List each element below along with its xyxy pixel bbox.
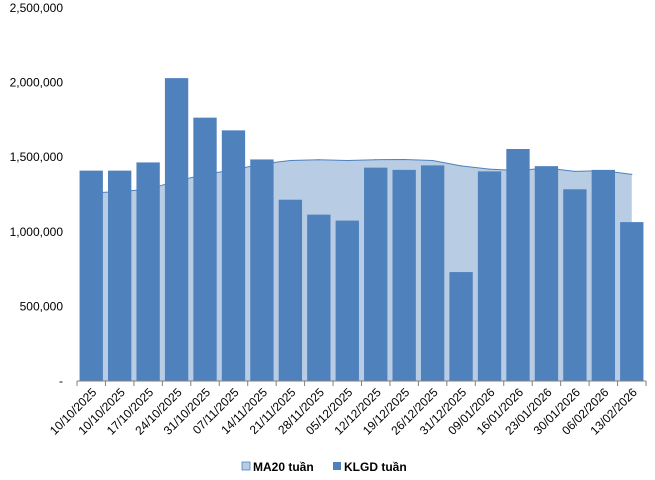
volume-bar: [136, 162, 160, 381]
volume-bar: [307, 214, 331, 381]
ma20-point: [318, 159, 320, 161]
y-tick-label: 2,500,000: [10, 1, 64, 15]
legend-label-ma20: MA20 tuần: [253, 460, 314, 474]
volume-bar: [534, 166, 559, 381]
volume-bar: [392, 169, 416, 381]
legend-swatch-ma20: [241, 461, 251, 471]
volume-bar: [164, 78, 189, 382]
volume-bar: [420, 165, 445, 381]
y-tick-label: 2,000,000: [10, 76, 64, 90]
volume-bar: [449, 272, 473, 381]
volume-bar: [563, 189, 587, 381]
ma20-point: [403, 158, 405, 161]
ma20-point: [375, 159, 377, 161]
volume-bar: [193, 117, 217, 382]
y-tick-label: -: [59, 374, 63, 388]
legend-label-klgd: KLGD tuần: [344, 460, 407, 474]
volume-bar: [506, 148, 530, 381]
y-tick-label: 1,000,000: [10, 225, 64, 239]
volume-bar: [591, 169, 615, 381]
volume-bar: [108, 170, 132, 381]
volume-bar: [477, 171, 502, 381]
ma20-point: [631, 173, 633, 175]
volume-bar-series: [79, 78, 644, 382]
ma20-point: [488, 168, 491, 170]
ma20-point: [289, 159, 291, 162]
volume-bar: [620, 222, 644, 381]
volume-bar: [250, 159, 274, 381]
y-tick-label: 500,000: [20, 299, 64, 313]
y-tick-label: 1,500,000: [10, 150, 64, 164]
x-axis-tick-labels: 10/10/202510/10/202517/10/202524/10/2025…: [47, 385, 640, 438]
volume-bar: [335, 220, 359, 381]
volume-bar: [278, 199, 303, 381]
ma20-point: [432, 159, 434, 162]
x-axis: [76, 380, 647, 386]
y-axis-tick-labels: - 500,000 1,000,000 1,500,000 2,000,000 2,500…: [10, 1, 64, 388]
ma20-point: [346, 159, 348, 162]
volume-bar: [221, 130, 246, 381]
volume-bar: [79, 170, 103, 381]
legend-swatch-klgd: [333, 462, 341, 470]
ma20-point: [460, 165, 462, 167]
volume-bar: [364, 167, 388, 381]
ma20-point: [574, 170, 576, 172]
legend: MA20 tuần KLGD tuần: [241, 460, 407, 474]
